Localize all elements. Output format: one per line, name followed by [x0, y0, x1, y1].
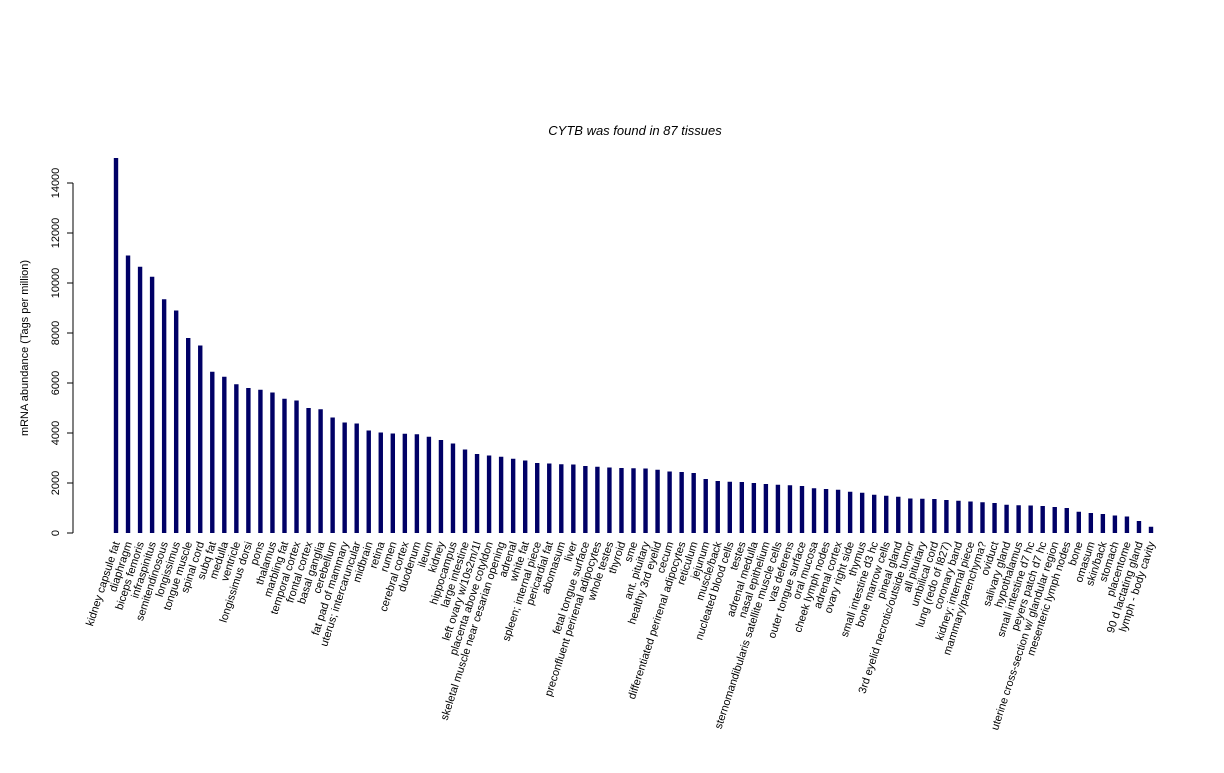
bar — [246, 388, 251, 533]
bar — [631, 468, 636, 533]
bar — [1028, 505, 1033, 533]
bar — [125, 255, 131, 533]
bar — [968, 501, 973, 533]
bar — [498, 456, 504, 533]
bar — [306, 408, 311, 533]
bar — [366, 430, 371, 533]
bar — [198, 345, 203, 533]
bar — [944, 500, 949, 533]
bar — [270, 392, 275, 533]
bar — [426, 436, 432, 533]
bar — [1148, 526, 1154, 533]
bar — [330, 417, 335, 533]
bar — [474, 454, 480, 533]
bar — [438, 440, 444, 533]
bar — [871, 494, 877, 533]
bar — [643, 468, 648, 533]
bar — [787, 485, 793, 533]
bar — [595, 466, 600, 533]
bar — [1124, 516, 1130, 533]
bar — [113, 158, 119, 533]
y-tick-label: 0 — [50, 530, 62, 536]
bar — [1040, 506, 1045, 533]
bar — [210, 371, 215, 533]
bar — [161, 299, 167, 533]
bar — [294, 400, 299, 533]
bar — [1064, 508, 1069, 533]
bar — [486, 455, 492, 533]
bar — [607, 467, 612, 533]
bar — [234, 384, 239, 533]
bar — [667, 471, 672, 533]
bar — [354, 423, 359, 533]
y-tick-label: 6000 — [50, 371, 62, 395]
bar — [510, 458, 516, 533]
bar — [847, 491, 853, 533]
bar — [1136, 521, 1142, 533]
y-tick-label: 2000 — [50, 471, 62, 495]
bar — [414, 434, 420, 533]
bar — [1088, 513, 1094, 533]
bar — [450, 443, 456, 533]
bar — [282, 398, 287, 533]
bar — [619, 468, 624, 533]
bar — [896, 496, 901, 533]
y-axis-label: mRNA abundance (Tags per million) — [19, 260, 31, 436]
y-tick-label: 14000 — [50, 168, 62, 199]
bar — [149, 276, 155, 533]
bar — [884, 495, 889, 533]
bar — [390, 433, 396, 533]
bar — [258, 389, 263, 533]
bar — [763, 484, 769, 533]
bar — [186, 338, 191, 533]
y-tick-label: 8000 — [50, 321, 62, 345]
bar — [799, 486, 805, 533]
bar — [835, 489, 841, 533]
bar — [703, 479, 708, 533]
bar — [956, 500, 961, 533]
bar — [547, 463, 552, 533]
bar — [1016, 505, 1021, 533]
bar — [1076, 511, 1081, 533]
bar — [378, 432, 383, 533]
y-tick-label: 12000 — [50, 218, 62, 249]
bar — [811, 488, 817, 533]
bar — [920, 498, 925, 533]
bar — [559, 464, 564, 533]
bar — [1100, 514, 1106, 533]
bar — [992, 503, 997, 533]
bar — [751, 483, 757, 533]
bar — [679, 472, 684, 533]
bar — [715, 481, 720, 533]
bar — [342, 422, 347, 533]
bar — [583, 466, 588, 533]
bar — [522, 460, 528, 533]
bar — [1004, 504, 1009, 533]
bar — [462, 449, 468, 533]
bar — [1112, 515, 1118, 533]
bar — [318, 409, 323, 533]
bar — [655, 469, 660, 533]
bar — [932, 499, 937, 533]
bar — [823, 489, 829, 533]
bar — [137, 266, 143, 533]
bar — [908, 498, 913, 533]
bar — [222, 376, 227, 533]
bar — [859, 492, 865, 533]
bar — [535, 463, 540, 533]
bar — [571, 464, 576, 533]
bar — [775, 484, 781, 533]
bar — [980, 502, 985, 533]
bar — [727, 481, 732, 533]
chart-title: CYTB was found in 87 tissues — [548, 123, 722, 138]
bar — [739, 482, 745, 533]
y-tick-label: 4000 — [50, 421, 62, 445]
bar — [1052, 507, 1057, 533]
bar — [691, 473, 696, 533]
bar — [173, 310, 179, 533]
bar — [402, 433, 408, 533]
y-tick-label: 10000 — [50, 268, 62, 299]
